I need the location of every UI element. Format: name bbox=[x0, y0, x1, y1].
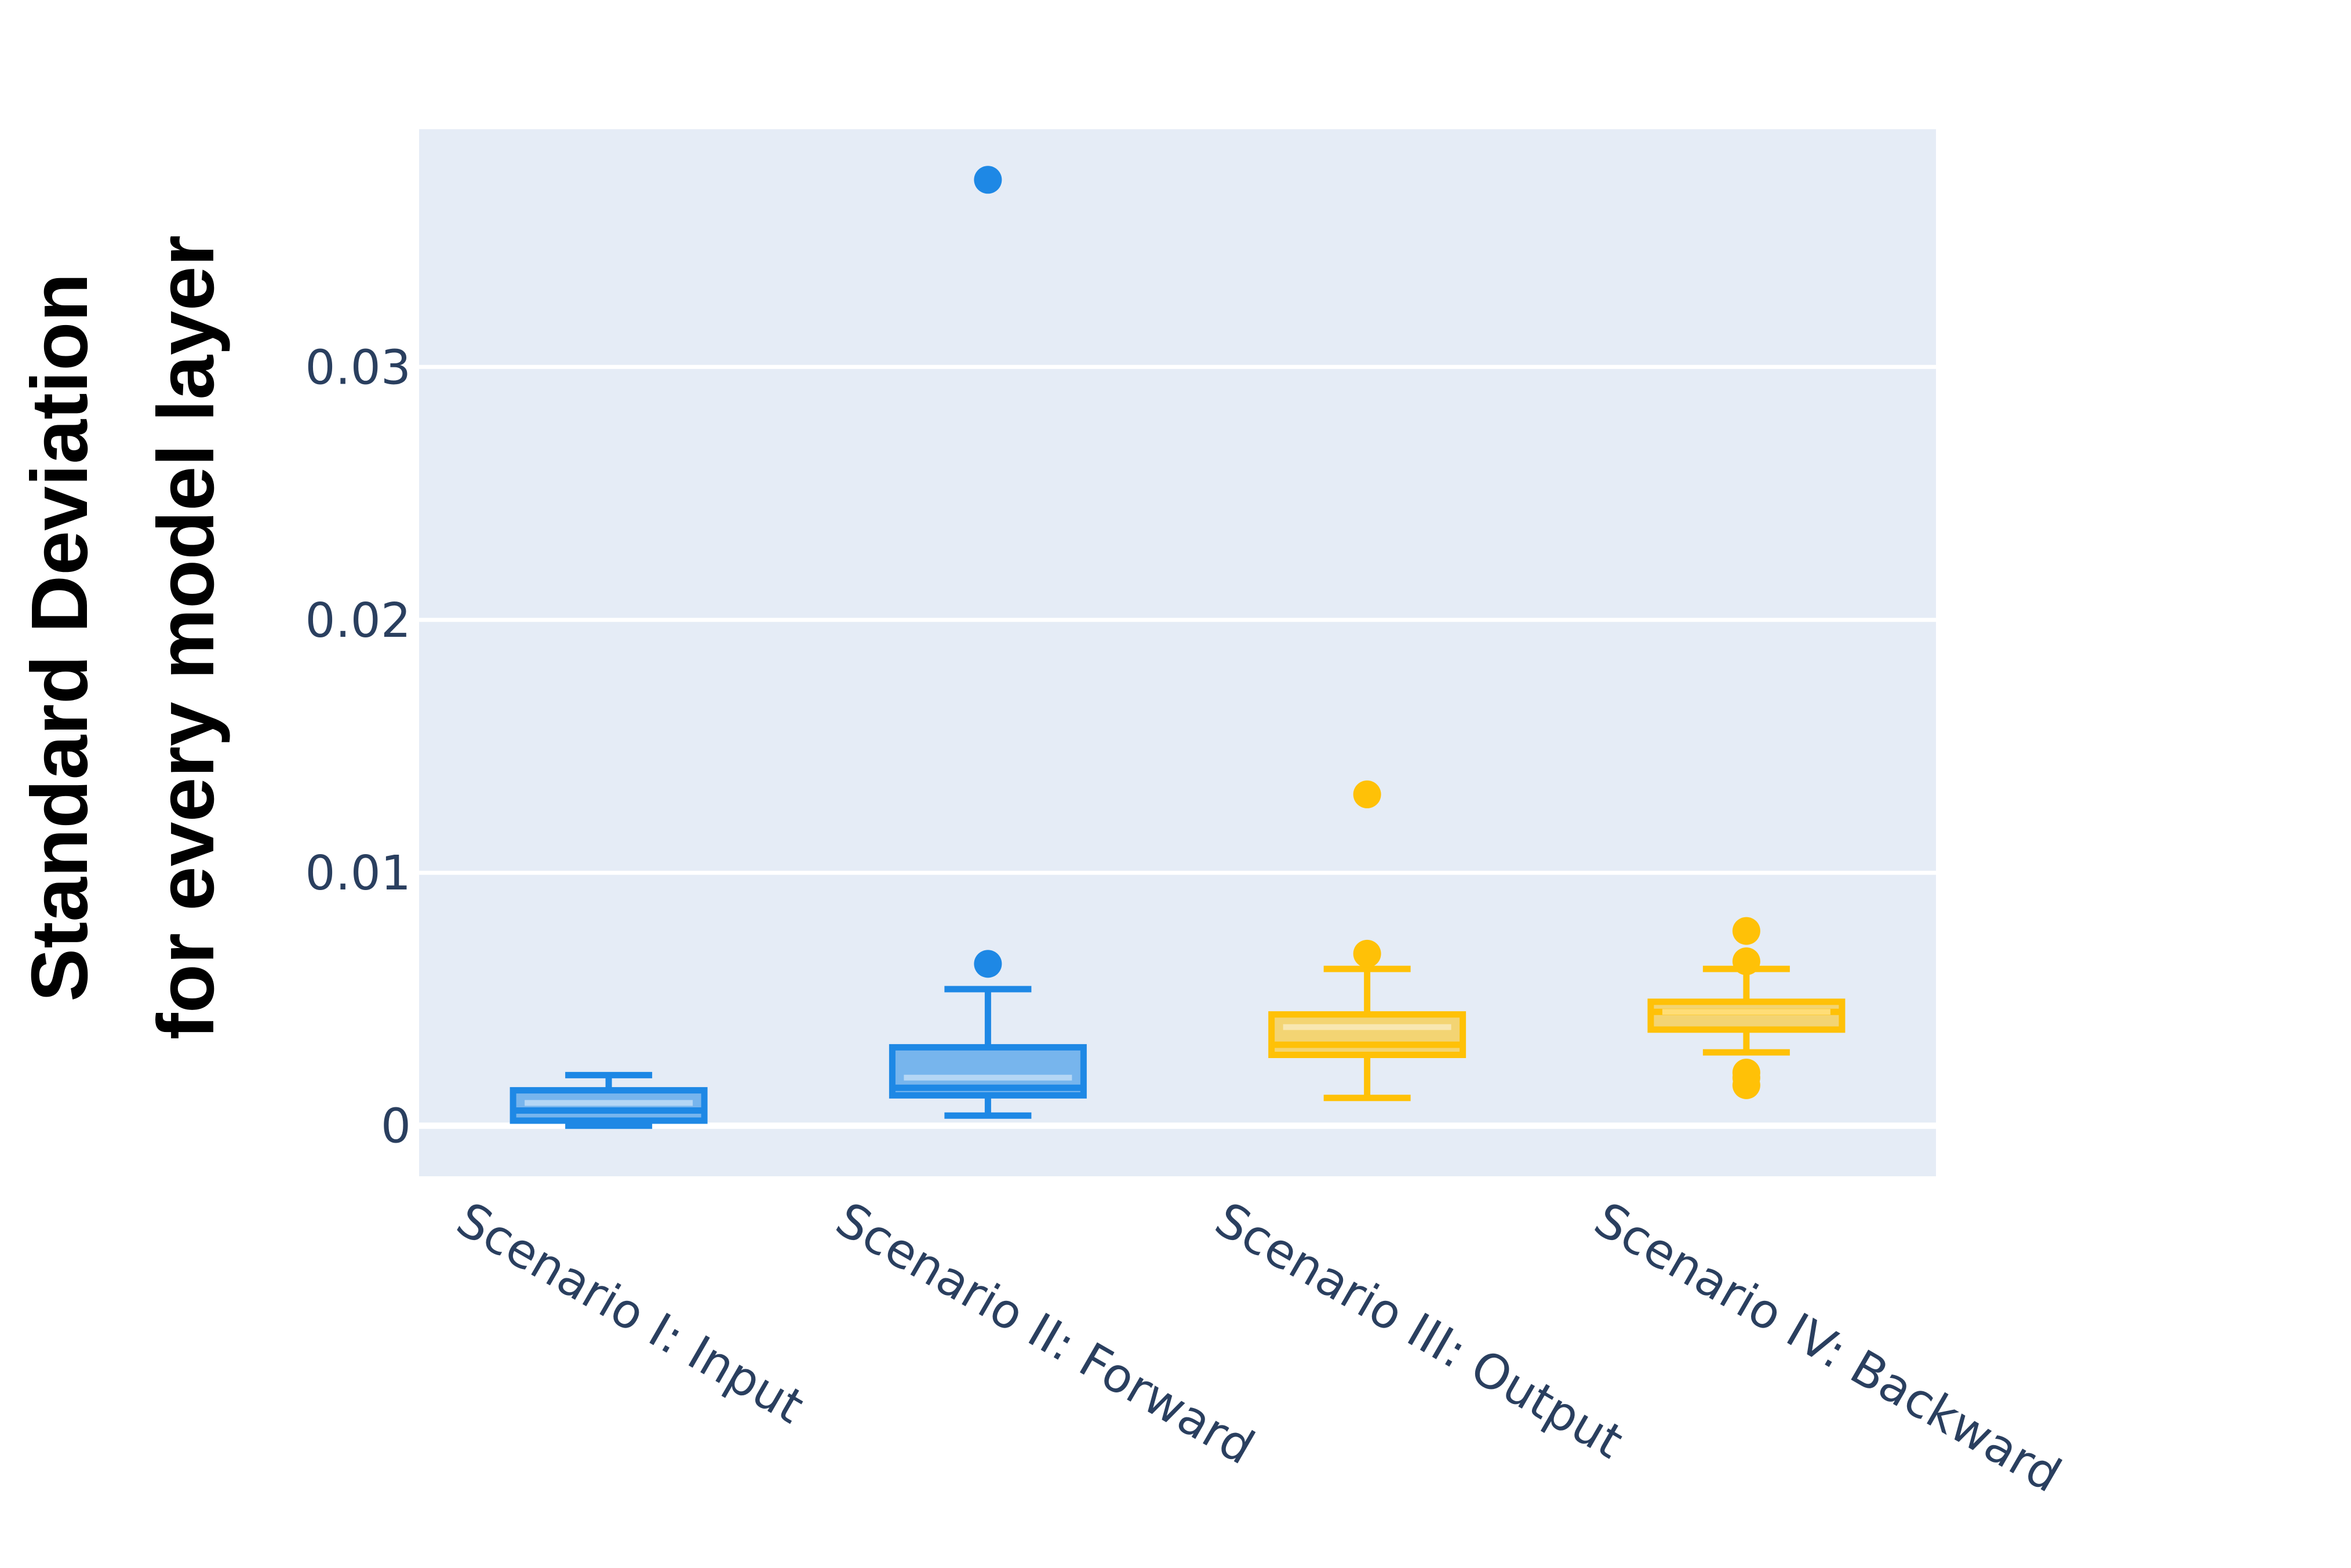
outlier-point bbox=[1353, 939, 1381, 968]
outlier-point bbox=[1732, 1059, 1760, 1087]
y-axis-ticks: 0 0.01 0.02 0.03 bbox=[305, 340, 411, 1154]
outlier-point bbox=[1732, 947, 1760, 975]
outlier-point bbox=[1353, 780, 1381, 808]
x-tick-label: Scenario IV: Backward bbox=[1585, 1192, 2070, 1504]
box-2 bbox=[889, 166, 1087, 1119]
x-tick-label: Scenario I: Input bbox=[447, 1192, 813, 1435]
y-tick-label: 0.03 bbox=[305, 340, 411, 395]
y-tick-label: 0.01 bbox=[305, 846, 411, 901]
gridlines bbox=[419, 364, 1936, 1129]
iqr-box bbox=[509, 1087, 708, 1124]
y-axis-title-line-1: Standard Deviation bbox=[15, 273, 104, 1002]
iqr-box bbox=[1268, 1011, 1466, 1058]
y-tick-label: 0 bbox=[381, 1099, 411, 1154]
outlier-point bbox=[974, 166, 1002, 194]
boxes bbox=[509, 166, 1846, 1129]
x-tick-label: Scenario II: Forward bbox=[827, 1192, 1263, 1475]
y-axis-title-line-2: for every model layer bbox=[141, 235, 231, 1040]
iqr-box bbox=[1647, 998, 1846, 1033]
outlier-point bbox=[974, 950, 1002, 978]
x-axis-labels: Scenario I: Input Scenario II: ForwardSce… bbox=[447, 1192, 2070, 1504]
outlier-point bbox=[1732, 917, 1760, 945]
box-1 bbox=[509, 1071, 708, 1129]
box-3 bbox=[1268, 780, 1466, 1102]
x-tick-label: Scenario III: Output bbox=[1206, 1192, 1632, 1469]
y-tick-label: 0.02 bbox=[305, 593, 411, 648]
box-4 bbox=[1647, 917, 1846, 1099]
